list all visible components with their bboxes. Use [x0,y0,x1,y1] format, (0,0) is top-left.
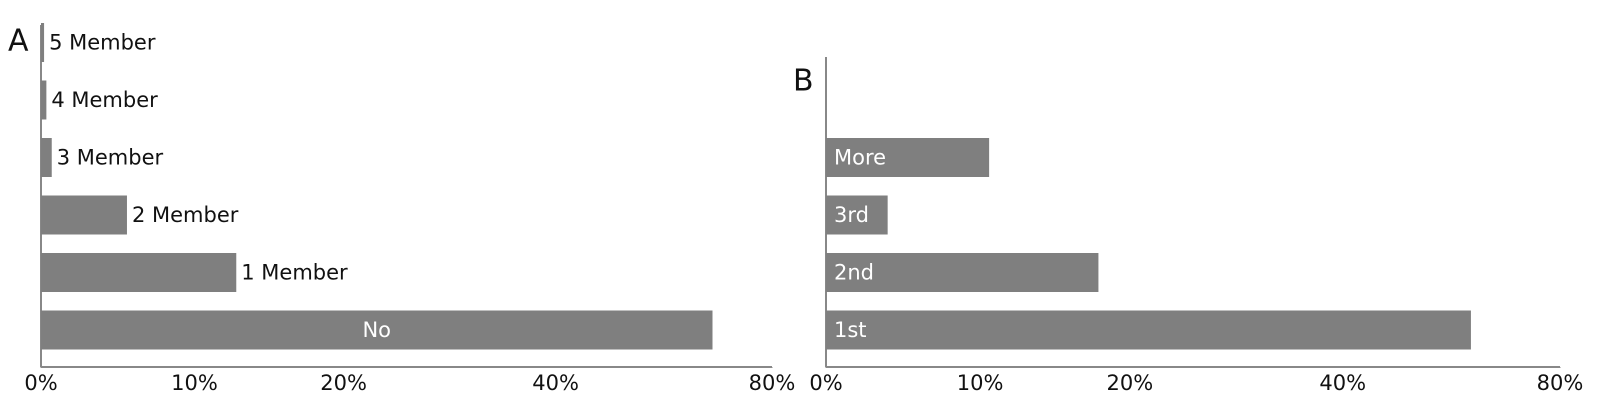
x-tick-label: 0% [24,371,57,395]
bar-label: 2 Member [132,203,239,227]
bar-label: 2nd [834,261,874,285]
x-tick-label: 40% [532,371,579,395]
bar [826,253,1099,292]
x-tick-label: 10% [171,371,218,395]
panel-label: A [8,24,29,59]
bar-label: 1 Member [241,261,348,285]
bar [826,138,990,177]
x-tick-label: 0% [809,371,842,395]
x-tick-label: 20% [320,371,367,395]
x-tick-label: 40% [1319,371,1366,395]
bar [41,80,47,120]
x-tick-label: 80% [749,371,796,395]
bar-label: 1st [834,318,867,342]
bar [41,253,237,292]
bar-label: More [834,146,886,170]
bar-label: 5 Member [49,31,156,55]
bar-label: 3rd [834,203,869,227]
bar [41,138,52,177]
bar-label: No [362,318,391,342]
panel-label: B [793,64,814,99]
bar-label: 4 Member [51,88,158,112]
bar [826,310,1471,350]
bar-label: 3 Member [57,146,164,170]
x-tick-label: 20% [1107,371,1154,395]
bar [41,195,127,235]
bar [41,310,713,350]
bar [826,195,888,235]
bar [41,23,45,62]
x-tick-label: 80% [1537,371,1584,395]
x-tick-label: 10% [957,371,1004,395]
